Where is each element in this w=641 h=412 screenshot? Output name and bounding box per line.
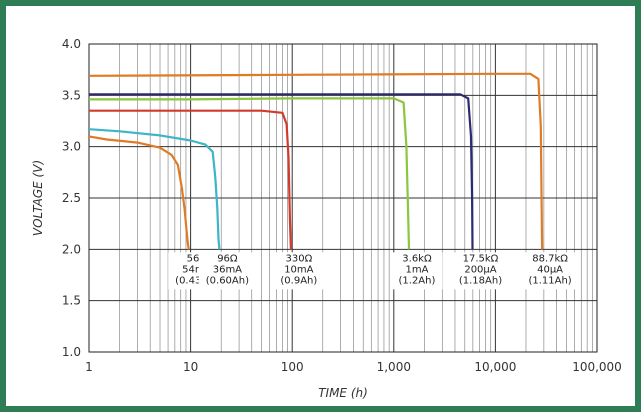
series-line-1 <box>88 135 190 250</box>
series-label-bg <box>273 252 325 290</box>
series-label-1: (0.43Ah) <box>175 275 218 286</box>
x-tick-label: 1,000 <box>377 360 411 374</box>
series-line-2 <box>88 128 221 250</box>
y-tick-label: 1.0 <box>62 345 81 359</box>
x-axis-label: TIME (h) <box>318 386 368 400</box>
series-line-3 <box>89 109 292 250</box>
series-label-6: 40μA <box>537 264 563 275</box>
x-tick-label: 100 <box>281 360 304 374</box>
series-label-2: (0.60Ah) <box>206 275 249 286</box>
series-label-1: 56Ω <box>187 253 208 264</box>
x-tick-labels: 1 10 100 1,000 10,000 100,000 <box>85 360 622 374</box>
series-label-1: 54mA <box>182 264 211 275</box>
x-tick-label: 10,000 <box>474 360 516 374</box>
series-label-4: 3.6kΩ <box>402 253 432 264</box>
series-label-4: 1mA <box>405 264 428 275</box>
series-line-5 <box>89 93 474 250</box>
discharge-chart: 1.01.52.02.53.03.54.0 1 10 100 1,000 10,000 1… <box>31 37 622 400</box>
series-label-bg <box>391 252 443 290</box>
series-label-5: (1.18Ah) <box>459 275 502 286</box>
series-label-6: (1.11Ah) <box>528 275 571 286</box>
y-tick-label: 1.5 <box>62 294 81 308</box>
series-label-bg <box>198 252 256 290</box>
x-tick-label: 10 <box>183 360 198 374</box>
series-label-6: 88.7kΩ <box>532 253 568 264</box>
series-label-3: (0.9Ah) <box>280 275 317 286</box>
y-tick-label: 3.0 <box>62 140 81 154</box>
series-label-3: 330Ω <box>285 253 312 264</box>
series-label-2: 36mA <box>213 264 242 275</box>
series-label-2: 96Ω <box>217 253 238 264</box>
series-label-bg <box>521 252 579 290</box>
series-line-6 <box>88 72 544 250</box>
x-tick-label: 100,000 <box>572 360 622 374</box>
y-tick-label: 2.5 <box>62 191 81 205</box>
series-label-4: (1.2Ah) <box>399 275 436 286</box>
y-tick-labels: 1.0 1.5 2.0 2.5 3.0 3.5 4.0 <box>62 37 81 359</box>
series-label-bg <box>451 252 510 290</box>
grid <box>88 43 598 353</box>
y-axis-label: VOLTAGE (V) <box>31 160 45 236</box>
y-tick-label: 2.0 <box>62 242 81 256</box>
series-lines <box>88 72 544 250</box>
series-label-5: 17.5kΩ <box>463 253 499 264</box>
plot-border <box>88 43 598 353</box>
series-line-4 <box>89 97 411 250</box>
x-tick-label: 1 <box>85 360 93 374</box>
series-label-5: 200μA <box>464 264 496 275</box>
y-tick-label: 4.0 <box>62 37 81 51</box>
y-tick-label: 3.5 <box>62 88 81 102</box>
series-label-3: 10mA <box>284 264 313 275</box>
